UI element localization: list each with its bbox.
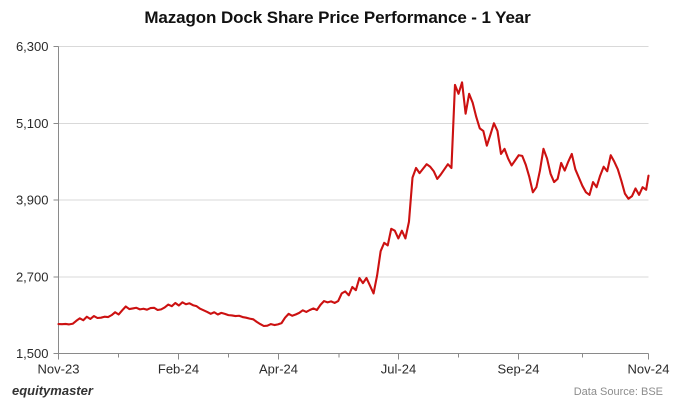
x-tick-label: Feb-24 xyxy=(158,362,199,377)
x-axis-labels: Nov-23 Feb-24 Apr-24 Jul-24 Sep-24 Nov-24 xyxy=(38,362,670,377)
y-axis-labels: 1,500 2,700 3,900 5,100 6,300 xyxy=(16,39,49,361)
y-tick-label: 1,500 xyxy=(16,346,49,361)
gridlines xyxy=(53,46,649,354)
y-tick-label: 3,900 xyxy=(16,193,49,208)
brand-watermark: equitymaster xyxy=(12,383,93,398)
x-tick-label: Nov-24 xyxy=(628,362,670,377)
x-tick-label: Nov-23 xyxy=(38,362,80,377)
x-tick-label: Jul-24 xyxy=(381,362,416,377)
data-source-label: Data Source: BSE xyxy=(573,386,663,398)
y-tick-label: 2,700 xyxy=(16,269,49,284)
x-tick-label: Apr-24 xyxy=(259,362,298,377)
x-tick-label: Sep-24 xyxy=(498,362,540,377)
y-tick-label: 6,300 xyxy=(16,39,49,54)
chart-title: Mazagon Dock Share Price Performance - 1… xyxy=(144,8,531,27)
price-line-series xyxy=(57,81,650,328)
y-tick-label: 5,100 xyxy=(16,116,49,131)
x-axis xyxy=(58,46,649,360)
